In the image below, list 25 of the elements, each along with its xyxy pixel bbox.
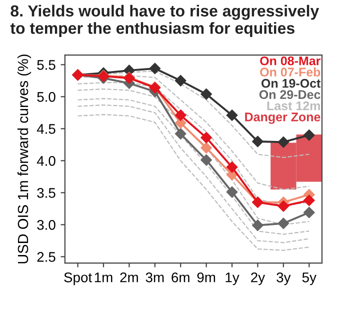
x-tick-label: 5y: [302, 272, 316, 286]
y-tick-label: 5.0: [37, 92, 56, 102]
x-tick-label: 3m: [146, 272, 164, 282]
x-tick-label: Spot: [64, 272, 92, 286]
x-tick-label: 1m: [94, 272, 112, 282]
text: On 07-Feb: [260, 67, 320, 77]
text: On 08-Mar: [260, 56, 321, 66]
y-tick-label: 2.5: [37, 252, 56, 262]
x-tick-label: 2m: [120, 272, 138, 282]
x-tick-label: 1y: [226, 272, 240, 286]
series-label: Danger Zone: [245, 112, 320, 124]
y-tick-label: 4.0: [36, 156, 56, 166]
y-tick-label: 4.5: [36, 124, 56, 134]
text: On 29-Dec: [259, 90, 320, 99]
y-axis-title: USD OIS 1m forward curves (%): [17, 54, 32, 264]
x-tick-label: 3y: [276, 272, 291, 286]
chart-title: 8. Yields would have to rise aggressively to temper the enthusiasm for equities: [10, 4, 320, 38]
x-tick-label: 2y: [251, 272, 266, 286]
y-tick-label: 3.5: [37, 188, 56, 198]
x-tick-label: 9m: [197, 272, 216, 282]
text: Last 12m: [267, 101, 320, 110]
y-tick-label: 3.0: [37, 220, 56, 230]
y-tick-label: 5.5: [37, 60, 56, 70]
text: On 19-Oct: [261, 78, 321, 88]
x-tick-label: 6m: [172, 272, 190, 282]
